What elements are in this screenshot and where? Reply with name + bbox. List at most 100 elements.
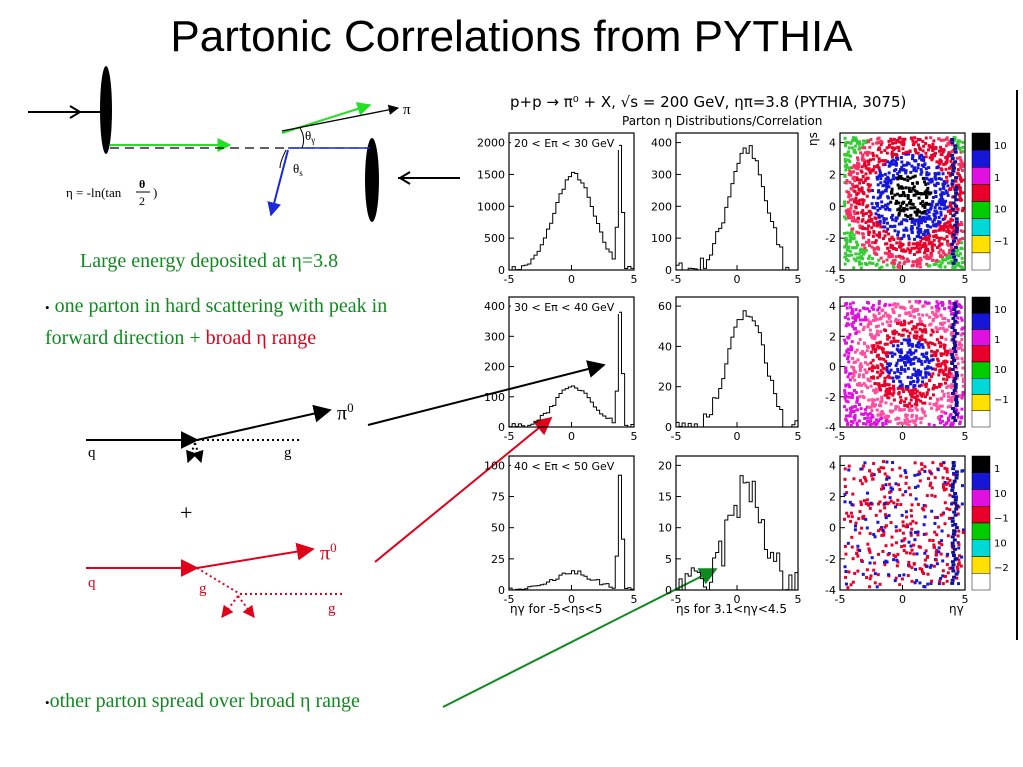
colormap-cell [907,321,911,325]
colormap-cell [939,382,943,386]
colormap-cell [943,344,947,348]
x-tick-label: 5 [795,273,802,286]
colormap-cell [878,174,882,178]
colormap-cell [867,140,871,144]
colormap-cell [861,394,865,398]
colormap-cell [887,171,891,175]
colormap-cell [907,540,911,544]
colormap-cell [920,237,924,241]
colormap-cell [896,230,900,234]
colormap-cell [957,304,961,308]
colormap-cell [940,543,944,547]
colormap-cell [917,470,921,474]
colormap-cell [953,137,957,141]
colormap-cell [892,310,896,314]
colormap-cell [858,198,862,202]
colormap-cell [920,154,924,158]
colormap-cell [868,423,872,427]
colormap-cell [877,341,881,345]
colormap-cell [921,156,925,160]
colormap-cell [897,264,901,268]
colormap-cell [879,413,883,417]
colormap-cell [871,402,875,406]
colormap-cell [927,144,931,148]
colormap-cell [860,390,864,394]
colormap-cell [859,189,863,193]
colormap-cell [941,574,945,578]
colormap-cell [878,500,882,504]
colormap-cell [885,502,889,506]
colormap-cell [843,565,847,569]
colormap-band-cell [953,314,958,317]
colormap-cell [888,387,892,391]
colormap-band-cell [951,214,956,218]
colormap-cell [935,211,939,215]
colormap-cell [866,416,870,420]
colormap-cell [870,219,874,223]
colormap-cell [927,210,931,214]
colormap-cell [846,586,850,590]
colormap-cell [940,191,944,195]
colormap-cell [931,317,935,321]
colormap-cell [939,368,943,372]
colormap-cell [885,334,889,338]
colormap-cell [867,160,871,164]
colormap-cell [923,216,927,220]
colormap-cell [961,332,965,336]
colormap-cell [894,247,898,251]
colormap-cell [932,385,936,389]
colormap-cell [924,340,928,344]
colormap-cell [854,316,858,320]
colormap-cell [905,403,909,407]
colormap-cell [956,263,960,267]
colormap-cell [881,412,885,416]
colormap-cell [847,209,851,213]
colormap-cell [948,220,952,224]
colormap-cell [898,384,902,388]
colormap-cell [939,577,943,581]
colormap-cell [894,163,898,167]
colormap-cell [873,561,877,565]
colormap-cell [913,136,917,140]
colormap-cell [934,262,938,266]
colormap-cell [916,219,920,223]
colormap-cell [935,211,939,215]
colormap-cell [906,388,910,392]
y-tick-label: 100 [484,459,505,472]
colormap-cell [941,317,945,321]
colormap-cell [931,367,935,371]
colormap-cell [852,137,856,141]
colormap-cell [870,245,874,249]
colormap-cell [920,170,924,174]
colormap-cell [930,153,934,157]
colormap-cell [856,166,860,170]
colormap-cell [905,422,909,426]
colormap-cell [917,196,921,200]
colormap-cell [950,185,954,189]
colormap-cell [954,300,958,304]
colormap-cell [943,574,947,578]
colormap-cell [876,413,880,417]
colormap-cell [924,136,928,140]
colormap-cell [903,328,907,332]
y-tick-label: 25 [491,553,505,566]
colormap-cell [940,300,944,304]
colormap-cell [926,365,930,369]
colormap-cell [932,147,936,151]
colormap-cell [917,312,921,316]
colormap-cell [946,398,950,402]
colormap-cell [843,200,847,204]
colormap-cell [912,562,916,566]
colormap-cell [926,371,930,375]
colormap-cell [861,146,865,150]
colormap-cell [961,380,965,384]
colormap-cell [908,248,912,252]
colormap-band-cell [950,541,955,545]
colormap-cell [868,502,872,506]
colormap-cell [843,164,847,168]
colormap-cell [925,257,929,261]
colormap-cell [942,321,946,325]
colormap-cell [911,242,915,246]
colormap-cell [918,246,922,250]
y-tick-label: 2 [829,330,836,343]
